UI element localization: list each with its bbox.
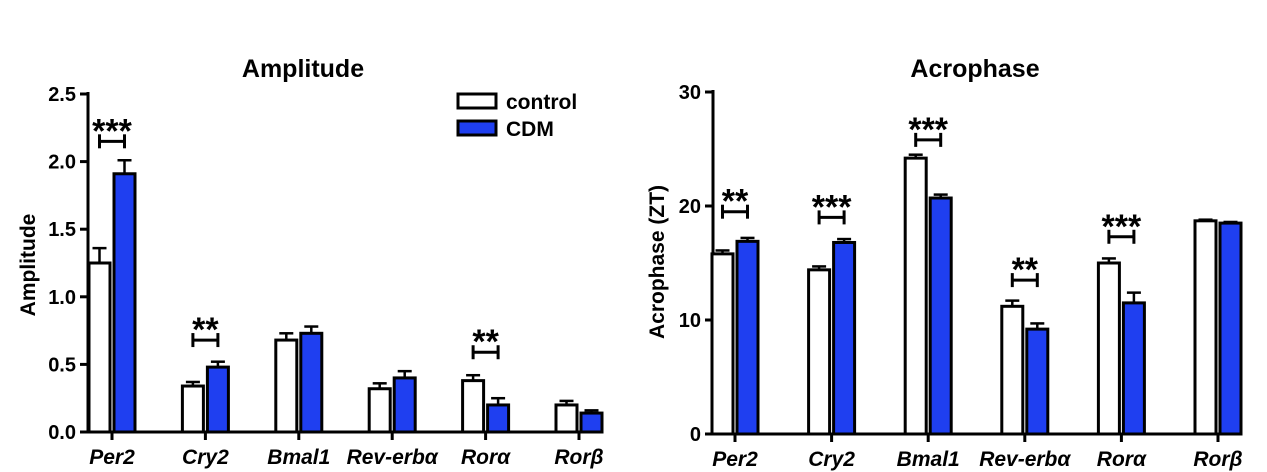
amplitude-bar-control (461, 379, 486, 434)
acrophase-x-tick-label: Cry2 (808, 448, 855, 471)
amplitude-bar-cdm (579, 411, 604, 434)
amplitude-bar-control (554, 403, 579, 434)
amplitude-bar-cdm (205, 365, 230, 434)
amplitude-bar-cdm (112, 172, 137, 434)
acrophase-bar-cdm (928, 196, 953, 436)
amplitude-significance-label: ** (472, 323, 499, 361)
amplitude-y-tick-label: 1.0 (48, 287, 76, 309)
acrophase-y-tick-label: 10 (679, 310, 701, 332)
legend-label-control: control (506, 91, 577, 114)
acrophase-bar-cdm (1025, 327, 1050, 436)
acrophase-significance-label: *** (908, 111, 948, 149)
acrophase-significance-label: ** (1012, 251, 1039, 289)
amplitude-y-tick-label: 2.0 (48, 152, 76, 174)
acrophase-panel: Acrophase Acrophase (ZT) 0 10 20 30 Per2 Cry2… (646, 55, 1243, 471)
acrophase-bar-control (710, 252, 735, 436)
amplitude-y-axis-label: Amplitude (17, 214, 40, 317)
amplitude-bar-control (180, 384, 205, 434)
legend-swatch-cdm (456, 119, 498, 137)
acrophase-bar-control (903, 156, 928, 436)
amplitude-x-tick-label: Rorβ (554, 446, 603, 469)
acrophase-significance-label: ** (722, 183, 749, 221)
amplitude-bar-cdm (392, 376, 417, 434)
acrophase-bar-cdm (832, 240, 857, 436)
amplitude-x-tick-label: Bmal1 (267, 446, 330, 469)
amplitude-bar-control (367, 387, 392, 434)
legend-swatch-control (456, 92, 498, 110)
amplitude-x-tick-label: Per2 (89, 446, 135, 469)
amplitude-y-tick-label: 0.0 (48, 422, 76, 444)
acrophase-bar-control (1193, 219, 1218, 436)
amplitude-bar-cdm (486, 403, 511, 434)
amplitude-y-tick-label: 1.5 (48, 219, 76, 241)
acrophase-x-tick-label: Rorα (1097, 448, 1147, 471)
acrophase-x-tick-label: Per2 (712, 448, 758, 471)
amplitude-x-tick-label: Rorα (461, 446, 511, 469)
acrophase-x-tick-label: Rorβ (1193, 448, 1242, 471)
acrophase-bar-cdm (1218, 221, 1243, 436)
acrophase-bar-control (1000, 304, 1025, 436)
amplitude-x-tick-label: Rev-erbα (347, 446, 439, 469)
amplitude-y-tick-label: 2.5 (48, 84, 76, 106)
acrophase-x-tick-label: Rev-erbα (979, 448, 1071, 471)
acrophase-bar-cdm (735, 239, 760, 436)
legend-label-cdm: CDM (506, 118, 554, 141)
amplitude-chart-title: Amplitude (242, 55, 364, 83)
amplitude-y-tick-label: 0.5 (48, 354, 76, 376)
acrophase-y-tick-label: 20 (679, 196, 701, 218)
amplitude-significance-label: ** (192, 311, 219, 349)
amplitude-bar-control (87, 261, 112, 434)
acrophase-y-tick-label: 0 (690, 424, 701, 446)
acrophase-significance-label: *** (1102, 208, 1142, 246)
amplitude-x-tick-label: Cry2 (182, 446, 229, 469)
acrophase-bar-control (1096, 261, 1121, 436)
legend: control CDM (456, 91, 577, 141)
acrophase-y-axis-label: Acrophase (ZT) (646, 185, 669, 339)
acrophase-x-tick-label: Bmal1 (897, 448, 960, 471)
acrophase-significance-label: *** (812, 188, 852, 226)
acrophase-chart-title: Acrophase (910, 55, 1039, 83)
amplitude-bar-cdm (299, 331, 324, 434)
amplitude-panel: Amplitude Amplitude 0.0 0.5 1.0 1.5 2.0 2.5 Pe… (17, 55, 604, 469)
amplitude-bar-control (274, 338, 299, 434)
acrophase-bar-control (807, 268, 832, 436)
acrophase-y-tick-label: 30 (679, 82, 701, 104)
acrophase-bar-cdm (1121, 301, 1146, 436)
amplitude-significance-label: *** (92, 112, 132, 150)
